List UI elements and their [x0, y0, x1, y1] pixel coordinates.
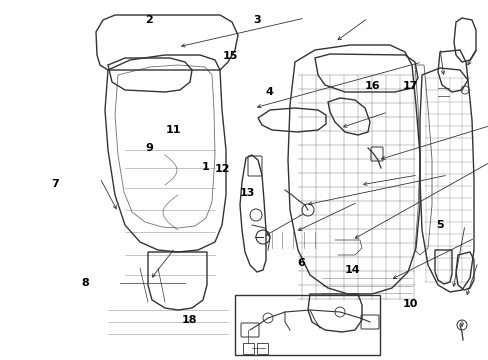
Text: 6: 6 — [296, 258, 304, 268]
Text: 1: 1 — [201, 162, 209, 172]
Text: 2: 2 — [145, 15, 153, 25]
Text: 7: 7 — [51, 179, 59, 189]
Text: 13: 13 — [239, 188, 254, 198]
Text: 16: 16 — [364, 81, 380, 91]
Text: 4: 4 — [264, 87, 272, 97]
Text: 14: 14 — [344, 265, 359, 275]
Text: 9: 9 — [145, 143, 153, 153]
Text: 15: 15 — [223, 51, 238, 61]
Text: 5: 5 — [435, 220, 443, 230]
Text: 3: 3 — [252, 15, 260, 25]
Text: 18: 18 — [182, 315, 197, 325]
Text: 8: 8 — [81, 278, 89, 288]
Text: 12: 12 — [214, 164, 230, 174]
Text: 10: 10 — [402, 299, 418, 309]
Text: 11: 11 — [165, 125, 181, 135]
Text: 17: 17 — [402, 81, 418, 91]
